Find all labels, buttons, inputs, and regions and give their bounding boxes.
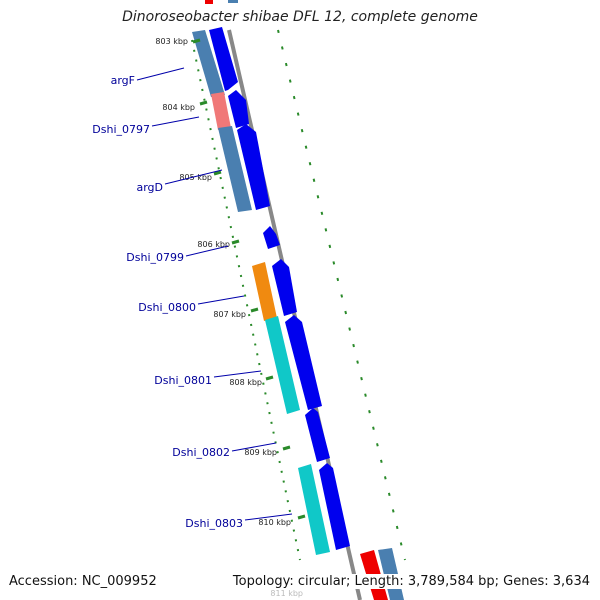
scale-tick: 807 kbp xyxy=(213,307,259,319)
scale-ticks: 803 kbp 804 kbp 805 kbp 806 kbp 807 kbp … xyxy=(155,37,306,598)
outer-track-line xyxy=(277,29,406,561)
gene-label-Dshi_0797[interactable]: Dshi_0797 xyxy=(92,116,200,136)
gene-block-Dshi_0797-category[interactable] xyxy=(211,92,231,130)
gene-label-text: Dshi_0801 xyxy=(154,374,212,387)
tick-label: 806 kbp xyxy=(197,240,230,249)
gene-block-argD-category[interactable] xyxy=(218,126,252,212)
gene-block-Dshi_0800-category[interactable] xyxy=(252,262,277,321)
gene-label-text: Dshi_0797 xyxy=(92,123,150,136)
accession-text: Accession: NC_009952 xyxy=(9,574,157,589)
scale-tick: 808 kbp xyxy=(229,375,274,387)
gene-label-text: Dshi_0802 xyxy=(172,446,230,459)
gene-label-argD[interactable]: argD xyxy=(136,169,223,194)
tick-label: 803 kbp xyxy=(155,37,188,46)
cds-arrow-argD[interactable] xyxy=(237,124,270,210)
gene-label-text: argF xyxy=(111,74,135,87)
scale-tick: 806 kbp xyxy=(197,239,240,249)
scale-tick: 804 kbp xyxy=(162,100,208,112)
gene-label-text: Dshi_0799 xyxy=(126,251,184,264)
gene-block-Dshi_0801-category[interactable] xyxy=(265,316,300,414)
cds-arrow-argF[interactable] xyxy=(209,27,238,91)
tick-label: 805 kbp xyxy=(179,173,212,182)
tick-label: 809 kbp xyxy=(244,448,277,457)
gene-label-text: Dshi_0803 xyxy=(185,517,243,530)
cds-arrows xyxy=(209,27,350,550)
gene-label-argF[interactable]: argF xyxy=(111,67,185,87)
gene-label-text: argD xyxy=(136,181,163,194)
map-title: Dinoroseobacter shibae DFL 12, complete … xyxy=(122,9,478,25)
scale-tick: 810 kbp xyxy=(258,514,306,527)
tick-label: 804 kbp xyxy=(162,103,195,112)
gene-label-Dshi_0802[interactable]: Dshi_0802 xyxy=(172,442,277,459)
gene-label-text: Dshi_0800 xyxy=(138,301,196,314)
top-partial-features xyxy=(205,0,238,4)
cds-arrow-Dshi_0799[interactable] xyxy=(263,226,280,249)
tick-label: 811 kbp xyxy=(270,589,303,598)
gene-block-argF-category[interactable] xyxy=(192,30,225,97)
tick-label: 807 kbp xyxy=(213,310,246,319)
gene-label-Dshi_0800[interactable]: Dshi_0800 xyxy=(138,295,245,314)
cds-arrow-Dshi_0803[interactable] xyxy=(319,463,350,550)
cds-arrow-Dshi_0797[interactable] xyxy=(228,90,249,128)
scale-tick: 811 kbp xyxy=(270,589,303,598)
gene-label-Dshi_0801[interactable]: Dshi_0801 xyxy=(154,370,262,387)
gene-labels: argF Dshi_0797 argD Dshi_0799 Dshi_0800 … xyxy=(92,67,293,530)
scale-tick: 805 kbp xyxy=(179,170,222,182)
cds-arrow-Dshi_0801[interactable] xyxy=(285,315,322,410)
scale-tick: 809 kbp xyxy=(244,445,291,457)
genome-stats: Topology: circular; Length: 3,789,584 bp… xyxy=(230,574,590,589)
tick-label: 808 kbp xyxy=(229,378,262,387)
gene-label-Dshi_0803[interactable]: Dshi_0803 xyxy=(185,513,293,530)
cds-arrow-Dshi_0800[interactable] xyxy=(272,259,297,316)
gene-block-Dshi_0803-category[interactable] xyxy=(298,464,330,555)
gene-label-Dshi_0799[interactable]: Dshi_0799 xyxy=(126,245,229,264)
cds-arrow-Dshi_0802[interactable] xyxy=(305,408,330,462)
scale-tick: 803 kbp xyxy=(155,37,201,46)
tick-label: 810 kbp xyxy=(258,518,291,527)
